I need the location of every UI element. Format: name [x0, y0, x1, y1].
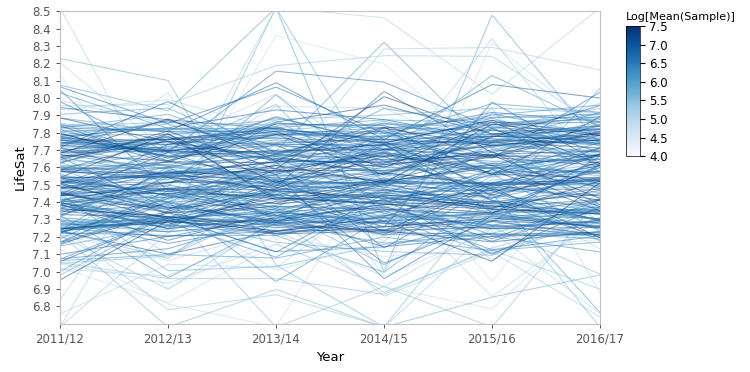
X-axis label: Year: Year: [316, 351, 344, 364]
Text: Log[Mean(Sample)]: Log[Mean(Sample)]: [626, 13, 736, 22]
Y-axis label: LifeSat: LifeSat: [13, 145, 27, 190]
